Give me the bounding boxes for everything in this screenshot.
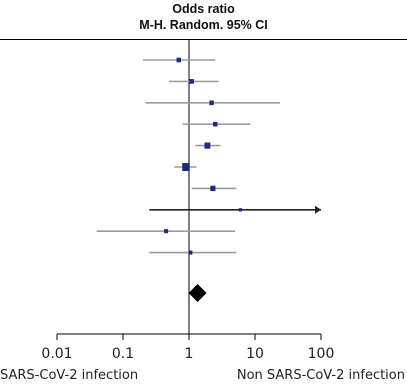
x-tick-label-2: 1: [185, 346, 194, 362]
x-tick-label-0: 0.01: [41, 346, 72, 362]
point-estimate-study-4: [213, 121, 218, 127]
favours-right-label: Non SARS-CoV-2 infection: [236, 368, 405, 383]
ci-arrow-study-8: [315, 205, 321, 214]
column-header-title: Odds ratio: [172, 2, 235, 16]
point-estimate-study-2: [189, 79, 194, 84]
point-estimate-study-9: [164, 229, 169, 234]
x-tick-label-3: 10: [246, 346, 264, 362]
point-estimate-study-10: [188, 250, 193, 255]
point-estimate-study-1: [176, 57, 181, 63]
column-header-method: M-H. Random. 95% CI: [139, 18, 268, 32]
favours-left-label: SARS-CoV-2 infection: [0, 368, 139, 383]
point-estimate-study-3: [209, 100, 214, 106]
x-tick-label-4: 100: [308, 346, 335, 362]
x-tick-label-1: 0.1: [112, 346, 134, 362]
point-estimate-study-5: [204, 142, 211, 149]
point-estimate-study-8: [238, 208, 242, 212]
pooled-diamond: [188, 284, 207, 302]
point-estimate-study-6: [182, 163, 190, 171]
point-estimate-study-7: [210, 185, 216, 192]
